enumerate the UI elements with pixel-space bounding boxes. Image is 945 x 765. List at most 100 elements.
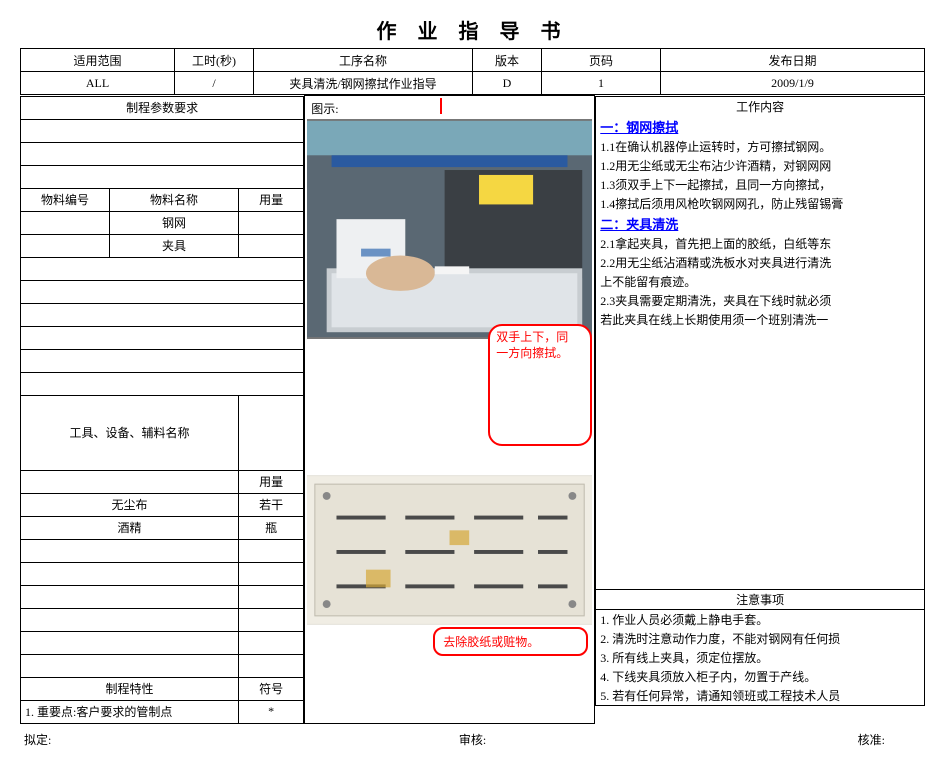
empty-cell — [239, 631, 304, 654]
empty-cell — [239, 608, 304, 631]
mat-cell — [239, 234, 304, 257]
char-row: 1. 重要点:客户要求的管制点 * — [21, 700, 304, 723]
callout-wipe-direction: 双手上下，同 一方向擦拭。 — [488, 324, 592, 446]
equip-cell: 瓶 — [239, 516, 304, 539]
notice-line: 5. 若有任何异常，请通知领班或工程技术人员 — [596, 686, 925, 706]
sec1-line: 1.3须双手上下一起擦拭，且同一方向擦拭， — [596, 175, 925, 194]
document-title: 作 业 指 导 书 — [20, 15, 925, 44]
mat-cell: 夹具 — [110, 234, 239, 257]
hdr-val-process: 夹具清洗/钢网擦拭作业指导 — [254, 72, 473, 95]
empty-row — [21, 165, 304, 188]
hdr-col-time: 工时(秒) — [175, 49, 254, 72]
photo2-svg — [307, 475, 592, 625]
empty-line — [596, 509, 925, 529]
empty-row — [21, 539, 239, 562]
left-column: 制程参数要求 物料编号 物料名称 用量 钢网 — [20, 96, 305, 724]
sig-approve: 核准: — [623, 724, 925, 750]
empty-line — [596, 469, 925, 489]
process-param-label: 制程参数要求 — [21, 96, 304, 119]
callout-remove-tape: 去除胶纸或赃物。 — [433, 627, 588, 656]
notice-line: 4. 下线夹具须放入柜子内，勿置于产线。 — [596, 667, 925, 686]
mat-col-name: 物料名称 — [110, 188, 239, 211]
empty-line — [596, 369, 925, 389]
char-col-sym: 符号 — [239, 677, 304, 700]
mat-cell — [21, 211, 110, 234]
empty-line — [596, 349, 925, 369]
mat-col-code: 物料编号 — [21, 188, 110, 211]
photo-stencil-wipe — [307, 119, 592, 339]
empty-cell — [239, 420, 304, 445]
sec2-line: 2.2用无尘纸沾酒精或洗板水对夹具进行清洗 — [596, 253, 925, 272]
empty-row — [21, 119, 304, 142]
hdr-col-process: 工序名称 — [254, 49, 473, 72]
header-label-row: 适用范围 工时(秒) 工序名称 版本 页码 发布日期 — [21, 49, 925, 72]
sec2-line: 若此夹具在线上长期使用须一个班别清洗一 — [596, 310, 925, 329]
empty-row — [21, 257, 304, 280]
empty-cell — [239, 562, 304, 585]
empty-row — [21, 562, 239, 585]
material-row: 夹具 — [21, 234, 304, 257]
sig-draft: 拟定: — [20, 724, 322, 750]
hdr-col-date: 发布日期 — [661, 49, 925, 72]
red-arrow-line — [440, 98, 442, 114]
body-table: 制程参数要求 物料编号 物料名称 用量 钢网 — [20, 95, 925, 724]
equip-col-qty: 用量 — [239, 470, 304, 493]
empty-row — [21, 280, 304, 303]
hdr-val-date: 2009/1/9 — [661, 72, 925, 95]
hdr-val-scope: ALL — [21, 72, 175, 95]
char-cell: * — [239, 700, 304, 723]
char-header-row: 制程特性 符号 — [21, 677, 304, 700]
footer-signatures: 拟定: 审核: 核准: — [20, 724, 925, 750]
empty-line — [596, 429, 925, 449]
empty-row — [21, 372, 304, 395]
hdr-col-page: 页码 — [542, 49, 661, 72]
callout1-line2: 一方向擦拭。 — [496, 346, 568, 360]
empty-line — [596, 329, 925, 349]
empty-row — [21, 631, 239, 654]
notice-label: 注意事项 — [596, 589, 925, 609]
notice-line: 3. 所有线上夹具，须定位摆放。 — [596, 648, 925, 667]
photo1-svg — [307, 119, 592, 339]
sec1-line: 1.1在确认机器停止运转时，方可擦拭钢网。 — [596, 137, 925, 156]
sig-review: 审核: — [322, 724, 624, 750]
empty-line — [596, 489, 925, 509]
hdr-val-time: / — [175, 72, 254, 95]
mat-cell: 钢网 — [110, 211, 239, 234]
photo-fixture — [307, 475, 592, 625]
hdr-val-page: 1 — [542, 72, 661, 95]
notice-line: 1. 作业人员必须戴上静电手套。 — [596, 609, 925, 629]
equipment-header-row: 用量 — [21, 470, 304, 493]
mat-cell — [239, 211, 304, 234]
empty-line — [596, 549, 925, 569]
sec1-line: 1.2用无尘纸或无尘布沾少许酒精，对钢网网 — [596, 156, 925, 175]
empty-row — [21, 142, 304, 165]
char-col-name: 制程特性 — [21, 677, 239, 700]
mat-cell — [21, 234, 110, 257]
empty-row — [21, 585, 239, 608]
empty-row — [21, 326, 304, 349]
empty-line — [596, 569, 925, 590]
empty-line — [596, 529, 925, 549]
sec1-line: 1.4擦拭后须用风枪吹钢网网孔，防止残留锡膏 — [596, 194, 925, 213]
header-table: 适用范围 工时(秒) 工序名称 版本 页码 发布日期 ALL / 夹具清洗/钢网… — [20, 48, 925, 95]
empty-row — [21, 349, 304, 372]
hdr-val-ver: D — [473, 72, 542, 95]
empty-cell — [239, 445, 304, 470]
empty-line — [596, 409, 925, 429]
empty-cell — [239, 585, 304, 608]
hdr-col-scope: 适用范围 — [21, 49, 175, 72]
empty-row — [21, 303, 304, 326]
empty-row — [21, 608, 239, 631]
sec2-line: 上不能留有痕迹。 — [596, 272, 925, 291]
equip-col-name — [21, 470, 239, 493]
work-content-label: 工作内容 — [596, 96, 925, 116]
callout1-line1: 双手上下，同 — [496, 330, 568, 344]
figure-column: 图示: — [305, 96, 595, 724]
empty-cell — [239, 539, 304, 562]
char-cell: 1. 重要点:客户要求的管制点 — [21, 700, 239, 723]
equip-cell: 酒精 — [21, 516, 239, 539]
sec2-line: 2.1拿起夹具，首先把上面的胶纸，白纸等东 — [596, 234, 925, 253]
equipment-label: 工具、设备、辅料名称 — [21, 395, 239, 470]
sec1-title: 一：钢网擦拭 — [596, 116, 925, 137]
right-column: 工作内容 一：钢网擦拭 1.1在确认机器停止运转时，方可擦拭钢网。 1.2用无尘… — [595, 96, 925, 724]
